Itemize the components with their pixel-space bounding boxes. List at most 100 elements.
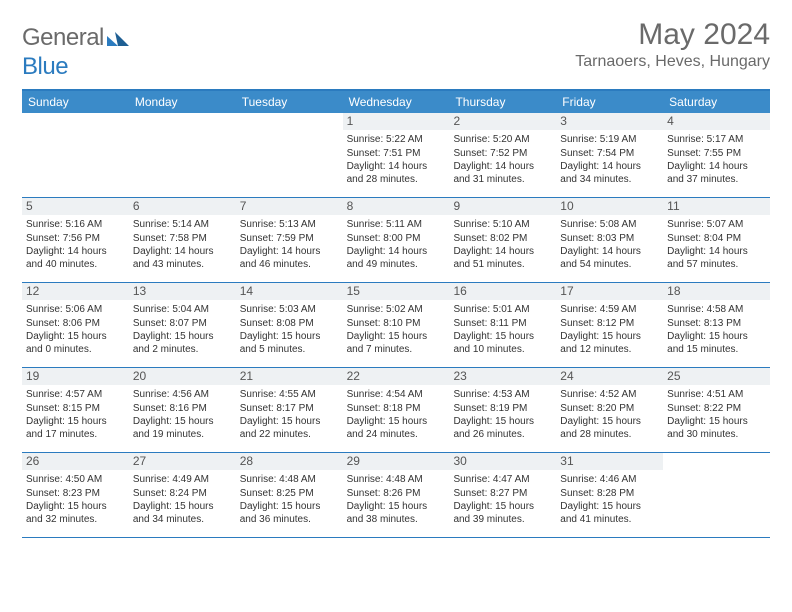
day-cell: 14 Sunrise: 5:03 AM Sunset: 8:08 PM Dayli… xyxy=(236,283,343,367)
day-detail: Sunrise: 5:06 AM Sunset: 8:06 PM Dayligh… xyxy=(26,303,125,356)
day-detail: Sunrise: 4:51 AM Sunset: 8:22 PM Dayligh… xyxy=(667,388,766,441)
day-detail: Sunrise: 5:19 AM Sunset: 7:54 PM Dayligh… xyxy=(560,133,659,186)
day-detail: Sunrise: 5:11 AM Sunset: 8:00 PM Dayligh… xyxy=(347,218,446,271)
day-detail: Sunrise: 4:53 AM Sunset: 8:19 PM Dayligh… xyxy=(453,388,552,441)
day-detail: Sunrise: 5:13 AM Sunset: 7:59 PM Dayligh… xyxy=(240,218,339,271)
day-detail: Sunrise: 4:55 AM Sunset: 8:17 PM Dayligh… xyxy=(240,388,339,441)
day-number: 15 xyxy=(343,283,450,301)
brand-logo: GeneralBlue xyxy=(22,24,129,81)
day-number: 29 xyxy=(343,453,450,471)
day-detail: Sunrise: 4:47 AM Sunset: 8:27 PM Dayligh… xyxy=(453,473,552,526)
day-number: 13 xyxy=(129,283,236,301)
day-detail: Sunrise: 4:50 AM Sunset: 8:23 PM Dayligh… xyxy=(26,473,125,526)
day-number: 4 xyxy=(663,113,770,131)
day-number: 19 xyxy=(22,368,129,386)
day-cell: 21 Sunrise: 4:55 AM Sunset: 8:17 PM Dayli… xyxy=(236,368,343,452)
day-cell: 19 Sunrise: 4:57 AM Sunset: 8:15 PM Dayli… xyxy=(22,368,129,452)
day-detail: Sunrise: 5:16 AM Sunset: 7:56 PM Dayligh… xyxy=(26,218,125,271)
week-row: 5Sunrise: 5:16 AM Sunset: 7:56 PM Daylig… xyxy=(22,198,770,283)
day-cell: 26 Sunrise: 4:50 AM Sunset: 8:23 PM Dayli… xyxy=(22,453,129,537)
day-detail: Sunrise: 4:54 AM Sunset: 8:18 PM Dayligh… xyxy=(347,388,446,441)
day-number: 8 xyxy=(343,198,450,216)
day-cell: 30 Sunrise: 4:47 AM Sunset: 8:27 PM Dayli… xyxy=(449,453,556,537)
day-number: 26 xyxy=(22,453,129,471)
day-cell: . xyxy=(663,453,770,537)
day-cell: 8 Sunrise: 5:11 AM Sunset: 8:00 PM Daylig… xyxy=(343,198,450,282)
day-cell: 18 Sunrise: 4:58 AM Sunset: 8:13 PM Dayli… xyxy=(663,283,770,367)
day-cell: . xyxy=(22,113,129,197)
calendar-page: GeneralBlue May 2024 Tarnaoers, Heves, H… xyxy=(0,0,792,548)
day-cell: 23 Sunrise: 4:53 AM Sunset: 8:19 PM Dayli… xyxy=(449,368,556,452)
day-number: 21 xyxy=(236,368,343,386)
day-number: 22 xyxy=(343,368,450,386)
day-number: 12 xyxy=(22,283,129,301)
month-title: May 2024 xyxy=(575,18,770,51)
day-number: 17 xyxy=(556,283,663,301)
day-cell: 22 Sunrise: 4:54 AM Sunset: 8:18 PM Dayli… xyxy=(343,368,450,452)
weekday-header: Thursday xyxy=(449,91,556,113)
weeks-container: ...1Sunrise: 5:22 AM Sunset: 7:51 PM Day… xyxy=(22,113,770,538)
calendar-grid: Sunday Monday Tuesday Wednesday Thursday… xyxy=(22,89,770,538)
day-number: 14 xyxy=(236,283,343,301)
day-number: 23 xyxy=(449,368,556,386)
day-cell: 24 Sunrise: 4:52 AM Sunset: 8:20 PM Dayli… xyxy=(556,368,663,452)
day-detail: Sunrise: 4:57 AM Sunset: 8:15 PM Dayligh… xyxy=(26,388,125,441)
day-detail: Sunrise: 5:10 AM Sunset: 8:02 PM Dayligh… xyxy=(453,218,552,271)
day-number: 30 xyxy=(449,453,556,471)
day-detail: Sunrise: 4:52 AM Sunset: 8:20 PM Dayligh… xyxy=(560,388,659,441)
day-detail: Sunrise: 5:20 AM Sunset: 7:52 PM Dayligh… xyxy=(453,133,552,186)
day-cell: 10 Sunrise: 5:08 AM Sunset: 8:03 PM Dayli… xyxy=(556,198,663,282)
header: GeneralBlue May 2024 Tarnaoers, Heves, H… xyxy=(22,18,770,81)
day-detail: Sunrise: 4:48 AM Sunset: 8:25 PM Dayligh… xyxy=(240,473,339,526)
day-cell: 5Sunrise: 5:16 AM Sunset: 7:56 PM Daylig… xyxy=(22,198,129,282)
day-number: 6 xyxy=(129,198,236,216)
brand-name-a: General xyxy=(22,24,104,51)
day-detail: Sunrise: 4:49 AM Sunset: 8:24 PM Dayligh… xyxy=(133,473,232,526)
day-cell: 7Sunrise: 5:13 AM Sunset: 7:59 PM Daylig… xyxy=(236,198,343,282)
weekday-header: Saturday xyxy=(663,91,770,113)
day-number: 25 xyxy=(663,368,770,386)
day-detail: Sunrise: 4:46 AM Sunset: 8:28 PM Dayligh… xyxy=(560,473,659,526)
day-number: 11 xyxy=(663,198,770,216)
day-detail: Sunrise: 4:56 AM Sunset: 8:16 PM Dayligh… xyxy=(133,388,232,441)
day-cell: 9Sunrise: 5:10 AM Sunset: 8:02 PM Daylig… xyxy=(449,198,556,282)
day-cell: 2 Sunrise: 5:20 AM Sunset: 7:52 PM Daylig… xyxy=(449,113,556,197)
day-number: 20 xyxy=(129,368,236,386)
weekday-header: Friday xyxy=(556,91,663,113)
day-detail: Sunrise: 5:03 AM Sunset: 8:08 PM Dayligh… xyxy=(240,303,339,356)
day-number: 10 xyxy=(556,198,663,216)
day-cell: 4Sunrise: 5:17 AM Sunset: 7:55 PM Daylig… xyxy=(663,113,770,197)
day-detail: Sunrise: 5:14 AM Sunset: 7:58 PM Dayligh… xyxy=(133,218,232,271)
day-number: 27 xyxy=(129,453,236,471)
day-number: 24 xyxy=(556,368,663,386)
day-detail: Sunrise: 5:22 AM Sunset: 7:51 PM Dayligh… xyxy=(347,133,446,186)
day-cell: 25 Sunrise: 4:51 AM Sunset: 8:22 PM Dayli… xyxy=(663,368,770,452)
location-text: Tarnaoers, Heves, Hungary xyxy=(575,53,770,71)
day-cell: 17 Sunrise: 4:59 AM Sunset: 8:12 PM Dayli… xyxy=(556,283,663,367)
day-cell: 11Sunrise: 5:07 AM Sunset: 8:04 PM Dayli… xyxy=(663,198,770,282)
day-detail: Sunrise: 4:48 AM Sunset: 8:26 PM Dayligh… xyxy=(347,473,446,526)
day-detail: Sunrise: 5:02 AM Sunset: 8:10 PM Dayligh… xyxy=(347,303,446,356)
day-cell: . xyxy=(236,113,343,197)
day-detail: Sunrise: 5:08 AM Sunset: 8:03 PM Dayligh… xyxy=(560,218,659,271)
day-detail: Sunrise: 5:04 AM Sunset: 8:07 PM Dayligh… xyxy=(133,303,232,356)
day-cell: 20 Sunrise: 4:56 AM Sunset: 8:16 PM Dayli… xyxy=(129,368,236,452)
weekday-header: Tuesday xyxy=(236,91,343,113)
day-number: 3 xyxy=(556,113,663,131)
week-row: 26 Sunrise: 4:50 AM Sunset: 8:23 PM Dayli… xyxy=(22,453,770,538)
day-number: 31 xyxy=(556,453,663,471)
day-cell: 27 Sunrise: 4:49 AM Sunset: 8:24 PM Dayli… xyxy=(129,453,236,537)
day-number: 1 xyxy=(343,113,450,131)
brand-name: GeneralBlue xyxy=(22,24,129,81)
weekday-header-row: Sunday Monday Tuesday Wednesday Thursday… xyxy=(22,91,770,113)
week-row: 19 Sunrise: 4:57 AM Sunset: 8:15 PM Dayli… xyxy=(22,368,770,453)
day-cell: 12 Sunrise: 5:06 AM Sunset: 8:06 PM Dayli… xyxy=(22,283,129,367)
day-cell: 3 Sunrise: 5:19 AM Sunset: 7:54 PM Daylig… xyxy=(556,113,663,197)
day-cell: 6 Sunrise: 5:14 AM Sunset: 7:58 PM Daylig… xyxy=(129,198,236,282)
day-number: 2 xyxy=(449,113,556,131)
day-cell: . xyxy=(129,113,236,197)
day-detail: Sunrise: 4:59 AM Sunset: 8:12 PM Dayligh… xyxy=(560,303,659,356)
day-detail: Sunrise: 4:58 AM Sunset: 8:13 PM Dayligh… xyxy=(667,303,766,356)
day-number: 16 xyxy=(449,283,556,301)
day-number: 18 xyxy=(663,283,770,301)
